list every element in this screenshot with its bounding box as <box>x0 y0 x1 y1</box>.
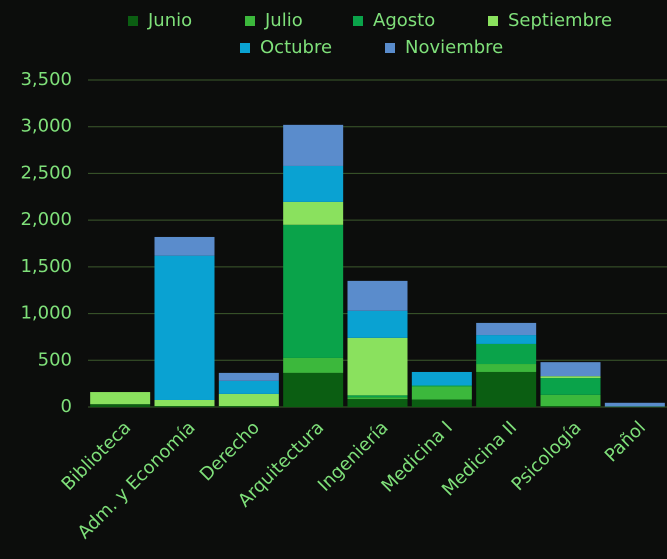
bar-segment <box>540 406 601 407</box>
legend-swatch <box>240 43 250 53</box>
y-tick-label: 1,000 <box>20 303 72 324</box>
bar-segment <box>476 335 537 344</box>
legend-swatch <box>353 16 363 26</box>
bar-segment <box>347 399 408 407</box>
bar-segment <box>90 392 151 405</box>
bar-segment <box>218 372 279 381</box>
bar-segment <box>347 395 408 398</box>
legend-label: Octubre <box>260 37 332 58</box>
bar-segment <box>347 397 408 400</box>
bar-segment <box>283 124 344 166</box>
bar-segment <box>218 380 279 394</box>
bar-segment <box>218 406 279 407</box>
bar-segment <box>604 402 665 407</box>
y-tick-label: 3,000 <box>20 116 72 137</box>
bar-segment <box>411 399 472 407</box>
bar-segment <box>347 310 408 338</box>
bar-segment <box>476 371 537 407</box>
bar-segment <box>347 337 408 396</box>
bar-segment <box>476 364 537 372</box>
legend-swatch <box>488 16 498 26</box>
bar-segment <box>347 280 408 311</box>
bar-segment <box>540 376 601 379</box>
bar-segment <box>154 236 215 256</box>
legend-label: Septiembre <box>508 10 612 31</box>
legend-label: Julio <box>264 10 303 31</box>
bar-segment <box>283 357 344 373</box>
bar-segment <box>411 386 472 400</box>
legend-label: Noviembre <box>405 37 503 58</box>
bar-segment <box>476 322 537 336</box>
legend-label: Agosto <box>373 10 435 31</box>
y-tick-label: 2,500 <box>20 162 72 183</box>
y-tick-label: 1,500 <box>20 256 72 277</box>
bar-segment <box>476 343 537 365</box>
bar-segment <box>283 165 344 202</box>
legend-label: Junio <box>147 10 192 31</box>
legend-swatch <box>385 43 395 53</box>
bar-segment <box>90 404 151 407</box>
bar-segment <box>154 406 215 407</box>
bar-segment <box>218 393 279 407</box>
y-tick-label: 500 <box>38 349 72 370</box>
bar-segment <box>540 378 601 395</box>
bar-segment <box>540 394 601 407</box>
bar-segment <box>411 385 472 387</box>
bar-segment <box>154 255 215 400</box>
bar-segment <box>411 371 472 386</box>
bar-segment <box>540 362 601 377</box>
y-tick-label: 0 <box>61 396 72 417</box>
y-tick-label: 3,500 <box>20 69 72 90</box>
y-tick-label: 2,000 <box>20 209 72 230</box>
bar-segment <box>283 372 344 407</box>
legend-swatch <box>128 16 138 26</box>
bar-segment <box>283 201 344 225</box>
bar-segment <box>283 224 344 358</box>
bar-segment <box>154 399 215 407</box>
legend-swatch <box>245 16 255 26</box>
